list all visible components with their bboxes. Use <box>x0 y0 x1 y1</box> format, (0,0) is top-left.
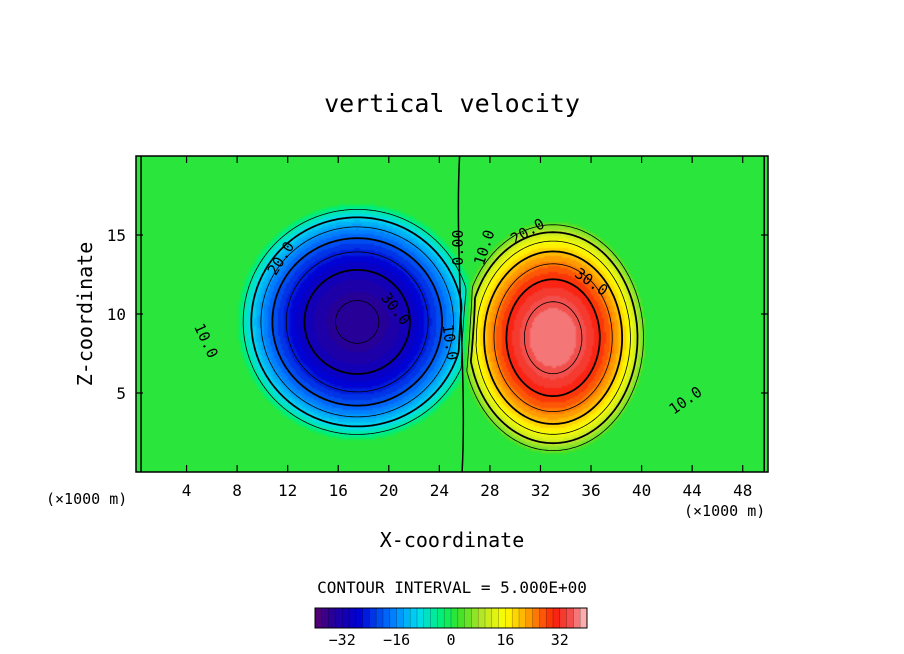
colorbar-tick-label: 0 <box>446 631 455 649</box>
x-axis-ticks: 4 8 12 16 20 24 28 32 36 40 44 48 <box>182 156 752 500</box>
y-tick-label: 10 <box>107 305 126 324</box>
colorbar-ticks: −32 −16 0 16 32 <box>329 631 569 649</box>
x-tick-label: 40 <box>632 481 651 500</box>
x-tick-label: 32 <box>531 481 550 500</box>
x-tick-label: 8 <box>232 481 242 500</box>
x-axis-label: X-coordinate <box>380 528 525 552</box>
x-tick-label: 36 <box>581 481 600 500</box>
y-tick-label: 5 <box>116 384 126 403</box>
contour-pos-35 <box>524 301 583 375</box>
contour-zero-0 <box>457 156 465 472</box>
contour-neg-25 <box>285 251 429 393</box>
contour-label: 0.00 <box>449 230 467 266</box>
x-tick-label: 28 <box>480 481 499 500</box>
colorbar-tick-label: 16 <box>496 631 514 649</box>
x-tick-label: 24 <box>430 481 449 500</box>
colorbar-bins <box>321 608 581 628</box>
contour-pos-30 <box>505 278 601 397</box>
colorbar-frame <box>314 607 588 629</box>
contour-lines <box>140 156 765 472</box>
contour-neg-35 <box>335 300 380 344</box>
contour-neg-20 <box>271 237 443 407</box>
contour-neg-15 <box>260 226 454 418</box>
x-tick-label: 48 <box>733 481 752 500</box>
colorbar-tick-label: −16 <box>383 631 410 649</box>
chart-title: vertical velocity <box>324 89 580 118</box>
x-tick-label: 4 <box>182 481 192 500</box>
contour-neg-30 <box>303 268 411 375</box>
x-tick-label: 16 <box>329 481 348 500</box>
y-tick-label: 15 <box>107 226 126 245</box>
contour-pos-15 <box>475 240 631 435</box>
colorbar-tick-label: 32 <box>551 631 569 649</box>
x-unit-label-left: (×1000 m) <box>46 490 127 508</box>
colorbar-tick-label: −32 <box>329 631 356 649</box>
y-axis-label: Z-coordinate <box>73 242 97 387</box>
contour-pos-5 <box>466 224 644 451</box>
x-unit-label-right: (×1000 m) <box>684 502 765 520</box>
x-tick-label: 44 <box>683 481 702 500</box>
contour-neg-5 <box>242 209 467 435</box>
contour-pos-25 <box>493 263 613 412</box>
x-tick-label: 12 <box>278 481 297 500</box>
x-tick-label: 20 <box>379 481 398 500</box>
velocity-field <box>136 156 768 472</box>
contour-label: 10.0 <box>439 323 462 361</box>
contour-pos-10 <box>470 231 639 445</box>
contour-interval-text: CONTOUR INTERVAL = 5.000E+00 <box>317 578 587 597</box>
contour-pos-20 <box>483 250 623 425</box>
y-axis-ticks: 5 10 15 <box>107 226 768 403</box>
